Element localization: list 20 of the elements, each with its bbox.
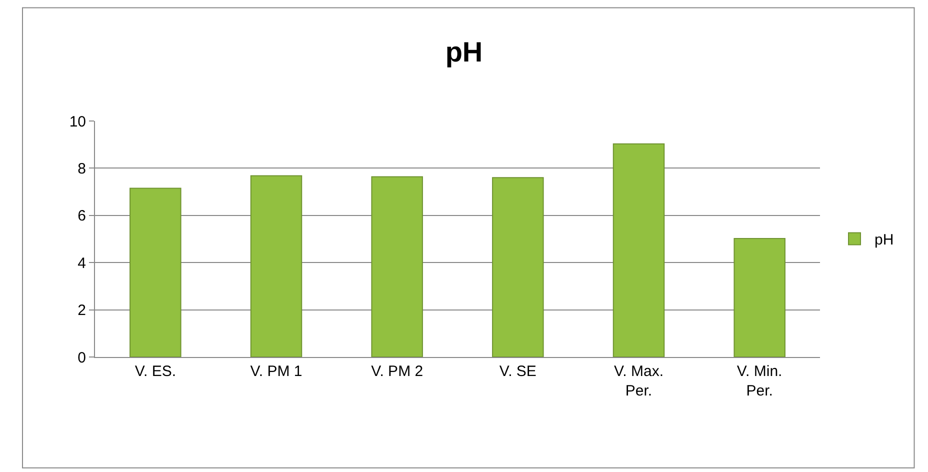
bar bbox=[734, 238, 786, 357]
y-tick-label: 6 bbox=[78, 208, 86, 225]
bar bbox=[612, 143, 665, 357]
y-tick-label: 10 bbox=[69, 113, 86, 130]
x-tick-label: V. PM 2 bbox=[371, 363, 424, 380]
x-tick-label: V. Max. Per. bbox=[614, 363, 664, 400]
y-tick-label: 4 bbox=[78, 254, 86, 272]
legend-label: pH bbox=[874, 232, 894, 249]
chart-title: pH bbox=[445, 36, 483, 68]
y-tick-label: 8 bbox=[78, 160, 86, 178]
y-tick-label: 2 bbox=[78, 302, 86, 320]
x-tick-label: V. ES. bbox=[134, 363, 176, 380]
bar bbox=[130, 188, 182, 357]
bar bbox=[492, 177, 544, 357]
bar bbox=[250, 175, 302, 357]
x-tick-label: V. SE bbox=[499, 363, 536, 380]
bar bbox=[371, 176, 423, 357]
x-tick-label: V. PM 1 bbox=[250, 363, 302, 380]
x-tick-label: V. Min. Per. bbox=[736, 363, 782, 400]
y-tick-label: 0 bbox=[78, 349, 86, 366]
